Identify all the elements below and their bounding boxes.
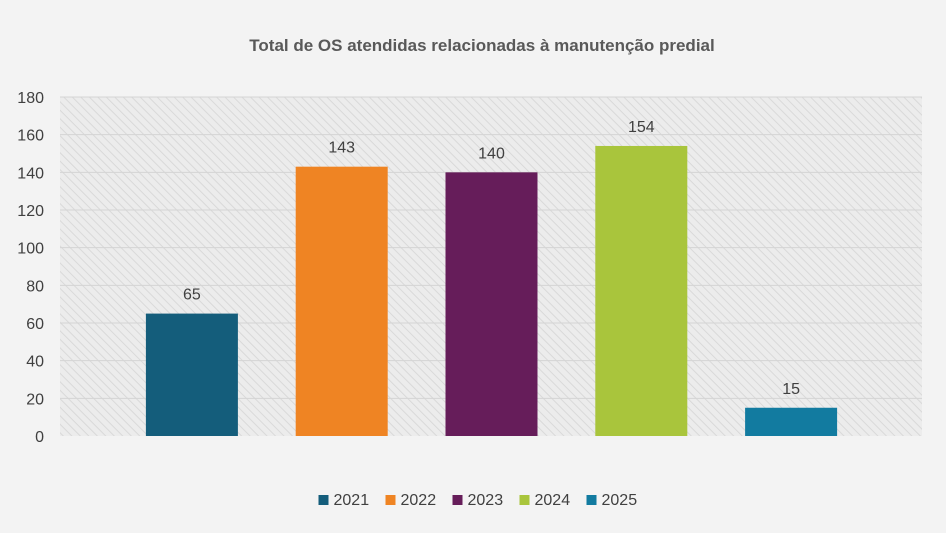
bar-2024 xyxy=(595,145,688,436)
bar-2021 xyxy=(145,313,238,436)
data-label-2021: 65 xyxy=(183,287,201,304)
legend-swatch-2022 xyxy=(385,495,396,505)
y-axis: 0 20 40 60 80 100 120 140 160 180 xyxy=(17,90,44,446)
data-label-2024: 154 xyxy=(628,119,655,136)
y-tick-label: 160 xyxy=(17,128,44,145)
data-label-2022: 143 xyxy=(328,140,355,157)
data-label-2025: 15 xyxy=(782,381,800,398)
chart-title: Total de OS atendidas relacionadas à man… xyxy=(249,36,714,55)
legend-label-2024: 2024 xyxy=(535,492,571,509)
legend-swatch-2024 xyxy=(519,495,530,505)
y-tick-label: 60 xyxy=(26,316,44,333)
bar-2023 xyxy=(445,172,538,437)
legend-label-2025: 2025 xyxy=(602,492,638,509)
legend-swatch-2025 xyxy=(586,495,597,505)
y-tick-label: 120 xyxy=(17,203,44,220)
y-tick-label: 100 xyxy=(17,241,44,258)
data-label-2023: 140 xyxy=(478,145,505,162)
y-tick-label: 20 xyxy=(26,391,44,408)
y-tick-label: 80 xyxy=(26,278,44,295)
data-labels: 65 143 140 154 15 xyxy=(183,119,800,398)
legend-swatch-2021 xyxy=(318,495,329,505)
legend-label-2022: 2022 xyxy=(401,492,437,509)
legend-label-2021: 2021 xyxy=(334,492,370,509)
legend: 2021 2022 2023 2024 2025 xyxy=(318,492,638,509)
y-tick-label: 180 xyxy=(17,90,44,107)
bar-2025 xyxy=(745,407,838,436)
legend-swatch-2023 xyxy=(452,495,463,505)
legend-label-2023: 2023 xyxy=(468,492,504,509)
bars xyxy=(145,145,838,437)
y-tick-label: 140 xyxy=(17,165,44,182)
y-tick-label: 0 xyxy=(35,429,44,446)
bar-2022 xyxy=(295,166,388,436)
y-tick-label: 40 xyxy=(26,354,44,371)
